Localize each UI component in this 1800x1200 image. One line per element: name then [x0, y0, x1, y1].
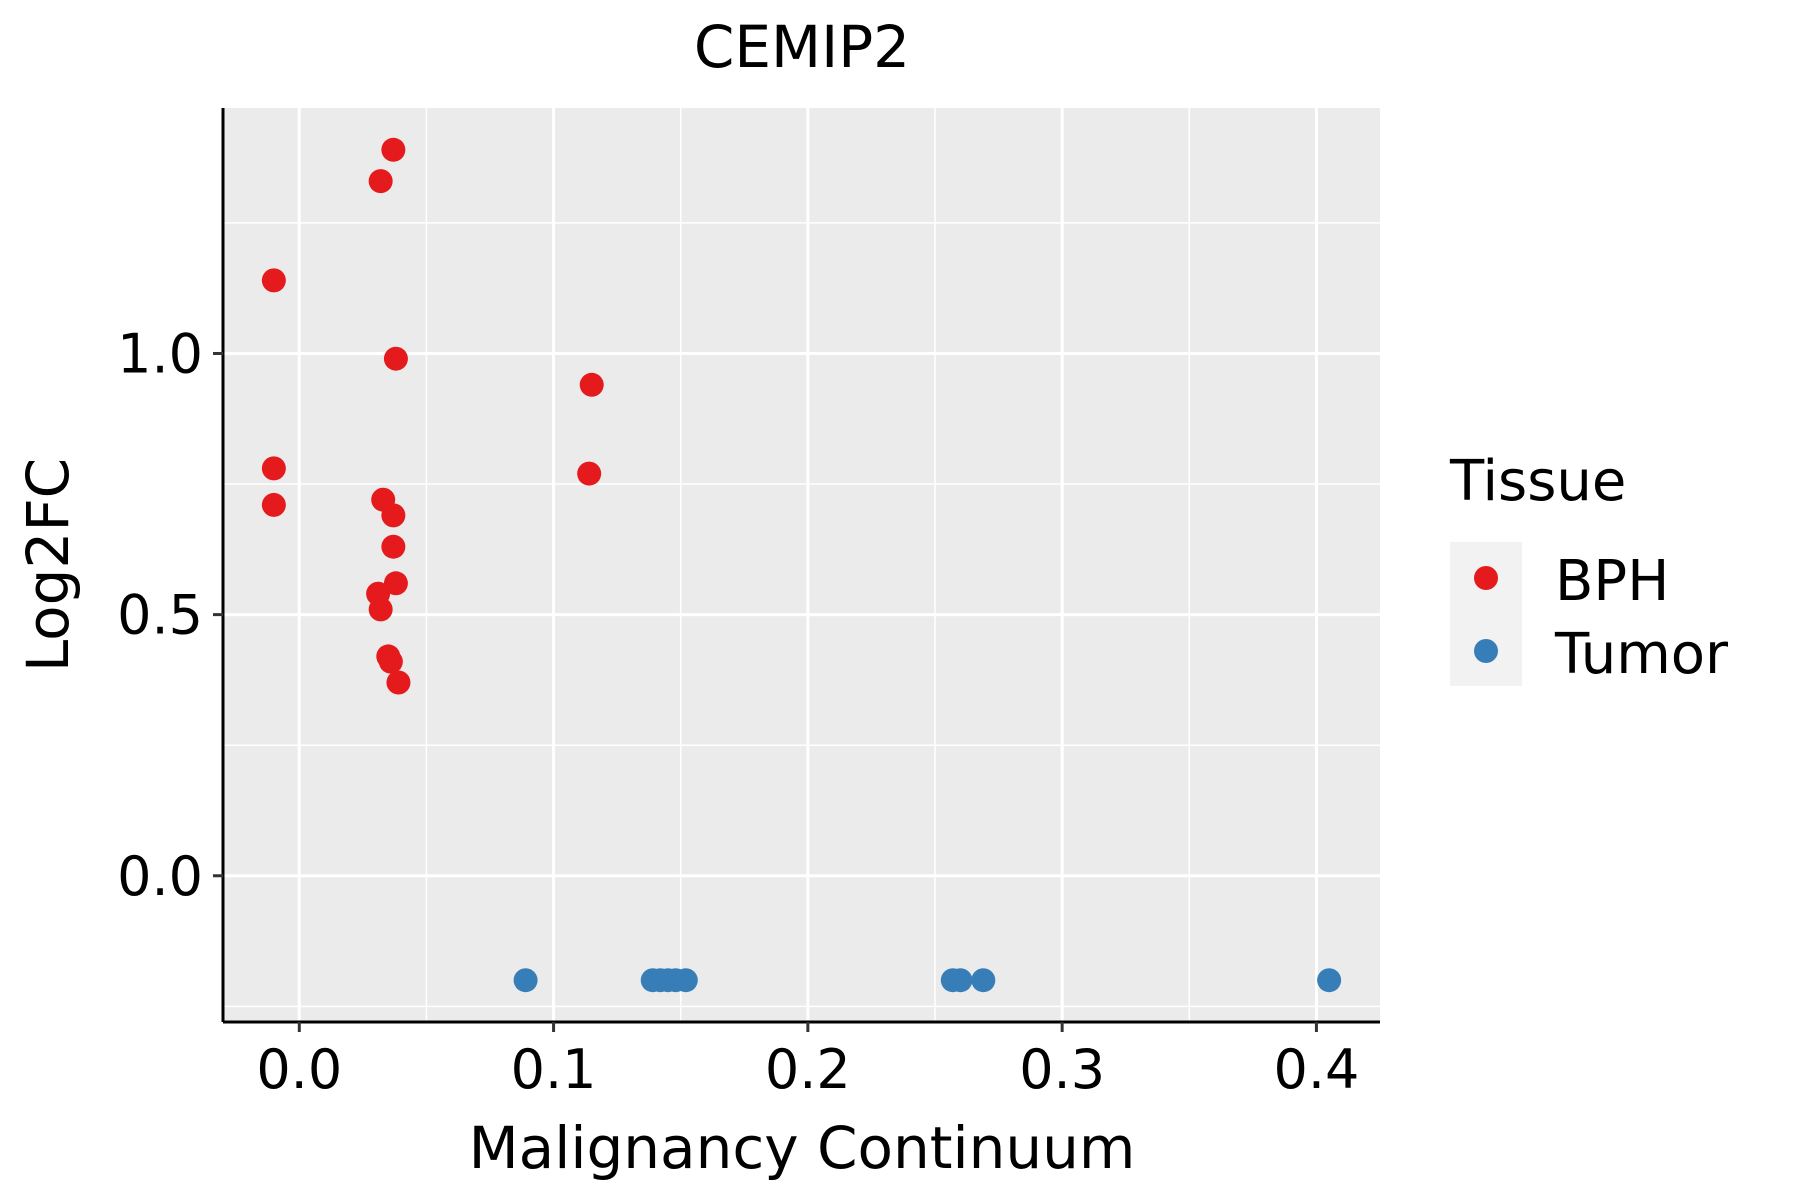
- point-bph: [383, 346, 408, 371]
- x-tick-label: 0.1: [511, 1038, 597, 1101]
- point-bph: [381, 137, 406, 162]
- legend: Tissue BPH Tumor: [1449, 449, 1729, 687]
- legend-key-background: [1450, 542, 1522, 686]
- point-bph: [261, 456, 286, 481]
- grid-lines: [223, 108, 1380, 1022]
- point-bph: [381, 534, 406, 559]
- point-tumor: [971, 968, 996, 993]
- point-bph: [261, 268, 286, 293]
- point-tumor: [948, 968, 973, 993]
- legend-label-tumor: Tumor: [1554, 622, 1729, 687]
- point-bph: [386, 670, 411, 695]
- y-tick-label: 0.5: [117, 584, 203, 647]
- chart-title: CEMIP2: [694, 13, 910, 81]
- point-bph: [368, 169, 393, 194]
- point-bph: [579, 372, 604, 397]
- data-points: [261, 137, 1342, 993]
- point-bph: [577, 461, 602, 486]
- y-tick-label: 1.0: [117, 322, 203, 385]
- x-axis-label: Malignancy Continuum: [469, 1114, 1136, 1182]
- legend-label-bph: BPH: [1555, 549, 1669, 614]
- plot-panel: [223, 108, 1380, 1022]
- x-axis-ticks: 0.0 0.1 0.2 0.3 0.4: [256, 1022, 1359, 1101]
- y-axis-label: Log2FC: [14, 458, 82, 672]
- x-tick-label: 0.4: [1273, 1038, 1359, 1101]
- point-tumor: [673, 968, 698, 993]
- y-axis-ticks: 0.0 0.5 1.0: [117, 322, 223, 908]
- x-tick-label: 0.0: [256, 1038, 342, 1101]
- point-tumor: [1317, 968, 1342, 993]
- point-tumor: [513, 968, 538, 993]
- point-bph: [383, 571, 408, 596]
- x-tick-label: 0.2: [765, 1038, 851, 1101]
- point-bph: [378, 649, 403, 674]
- point-bph: [261, 492, 286, 517]
- legend-key-bph: [1474, 566, 1498, 590]
- y-tick-label: 0.0: [117, 845, 203, 908]
- point-bph: [368, 597, 393, 622]
- x-tick-label: 0.3: [1019, 1038, 1105, 1101]
- legend-key-tumor: [1474, 639, 1498, 663]
- point-bph: [381, 503, 406, 528]
- legend-title: Tissue: [1449, 449, 1626, 514]
